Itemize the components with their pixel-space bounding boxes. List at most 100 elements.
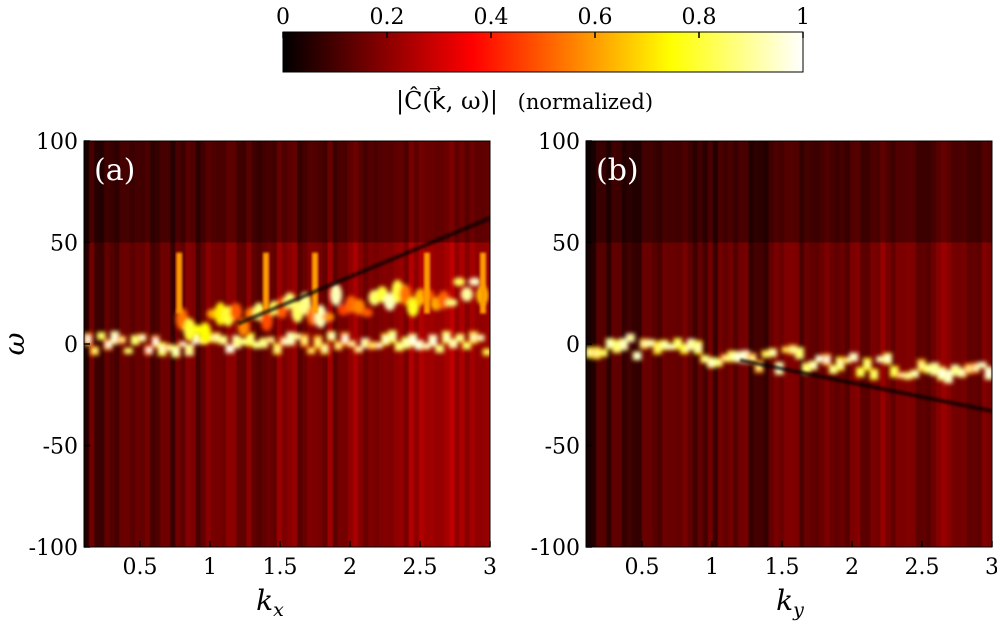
heatmap-column-shade (900, 141, 907, 243)
heatmap-column-shade (307, 141, 313, 243)
x-tick-label: 0.5 (625, 555, 660, 580)
heatmap-column (834, 141, 841, 547)
heatmap-column-shade (809, 141, 815, 243)
heatmap-column-shade (342, 141, 349, 243)
heatmap-band (84, 330, 490, 358)
heatmap-column-shade (819, 141, 826, 243)
heatmap-column (905, 141, 912, 547)
heatmap-column (819, 141, 826, 547)
band-core (621, 341, 627, 348)
y-tick-label: -50 (43, 435, 78, 460)
branch-spot (322, 312, 335, 322)
heatmap-column-shade (753, 141, 760, 243)
heatmap-column (799, 141, 805, 547)
heatmap-column-shade (469, 141, 476, 243)
band-core (444, 334, 450, 341)
band-core (274, 345, 281, 352)
heatmap-column (144, 141, 151, 547)
heatmap-column-shade (403, 141, 410, 243)
band-core (342, 335, 349, 343)
heatmap-column-shade (459, 141, 466, 243)
heatmap-column-shade (373, 141, 379, 243)
panel-a: (a) 100 50 0 -50 -100 0.5 1 1.5 2 2.5 3 ω kx (0, 130, 497, 621)
heatmap-column (854, 141, 861, 547)
band-core (166, 345, 173, 350)
heatmap-column (951, 141, 958, 547)
heatmap-column-shade (99, 141, 105, 243)
heatmap-column (794, 141, 800, 547)
heatmap-column-shade (931, 141, 937, 243)
heatmap-column-shade (210, 141, 217, 243)
heatmap-column-shade (454, 141, 461, 243)
heatmap-column (702, 141, 709, 547)
heatmap-column-shade (413, 141, 420, 243)
heatmap-column-shade (920, 141, 927, 243)
heatmap-column (890, 141, 897, 547)
band-core (301, 337, 308, 344)
branch-spot (445, 298, 458, 307)
colorbar-label: |Ĉ(k⃗, ω)| (normalized) (396, 86, 653, 116)
heatmap-column (591, 141, 597, 547)
heatmap-column (778, 141, 785, 547)
heatmap-column (474, 141, 481, 547)
heatmap-column-shade (586, 141, 592, 243)
heatmap-column-shade (439, 141, 445, 243)
colorbar-tick-label: 0.2 (370, 5, 405, 30)
band-core (641, 341, 648, 347)
band-core (925, 366, 932, 371)
band-core (335, 343, 342, 349)
heatmap-column-shade (717, 141, 724, 243)
band-core (851, 355, 858, 360)
heatmap-column-shade (175, 141, 182, 243)
heatmap-column-shade (195, 141, 202, 243)
heatmap-column (910, 141, 917, 547)
heatmap-column-shade (332, 141, 339, 243)
band-core (389, 333, 396, 340)
band-core (125, 349, 132, 353)
heatmap-column-shade (155, 141, 161, 243)
band-core (830, 367, 837, 372)
heatmap-column (707, 141, 714, 547)
band-core (932, 365, 939, 373)
heatmap-column-shade (839, 141, 846, 243)
band-core (362, 340, 369, 346)
band-core (328, 333, 335, 339)
heatmap-column (479, 141, 486, 547)
heatmap-column-shade (697, 141, 704, 243)
band-core (722, 356, 729, 361)
heatmap-column (849, 141, 856, 547)
y-tick-label: -100 (531, 536, 580, 561)
band-core (587, 349, 594, 356)
band-core (905, 373, 912, 378)
band-core (430, 337, 437, 344)
heatmap-column-shade (449, 141, 456, 243)
heatmap-a (84, 141, 490, 547)
heatmap-column-shade (383, 141, 390, 243)
band-core (600, 351, 607, 355)
band-core (844, 358, 851, 362)
colorbar-gradient (282, 31, 804, 73)
heatmap-column-shade (702, 141, 709, 243)
heatmap-column-shade (347, 141, 354, 243)
band-core (241, 339, 247, 344)
heatmap-column-shade (783, 141, 790, 243)
heatmap-column-shade (768, 141, 775, 243)
band-core (715, 360, 722, 365)
heatmap-column (946, 141, 952, 547)
band-core (146, 347, 153, 353)
y-tick-label: 50 (50, 232, 78, 257)
band-core (797, 350, 803, 357)
band-core (756, 363, 763, 370)
band-core (477, 336, 484, 340)
heatmap-column-shade (621, 141, 628, 243)
heatmap-column (469, 141, 476, 547)
heatmap-column (961, 141, 968, 547)
heatmap-column-shade (763, 141, 770, 243)
heatmap-column-shade (231, 141, 237, 243)
heatmap-column-shade (276, 141, 283, 243)
band-core (952, 367, 959, 374)
band-core (790, 347, 797, 353)
heatmap-column-shade (226, 141, 232, 243)
heatmap-column-shade (434, 141, 440, 243)
band-core (858, 369, 864, 375)
